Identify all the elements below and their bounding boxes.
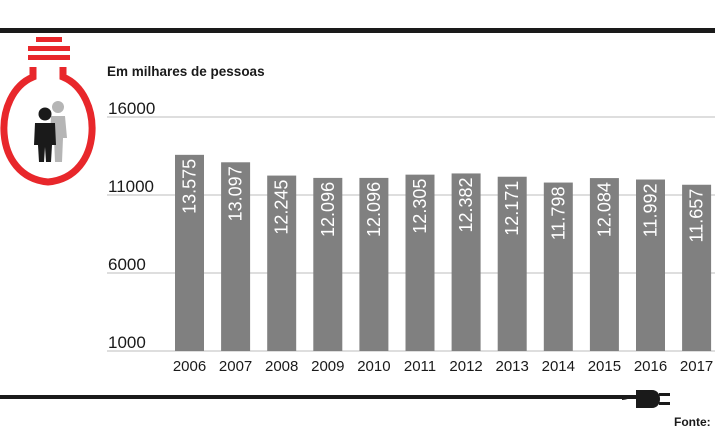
bar-value-label: 11.992: [641, 184, 661, 238]
bar: [359, 177, 389, 351]
x-tick-label: 2011: [404, 358, 436, 375]
y-tick-label: 11000: [108, 177, 154, 196]
y-tick-label: 6000: [108, 255, 146, 274]
bar-value-label: 12.096: [364, 182, 384, 237]
bar: [451, 173, 481, 351]
y-tick-label: 16000: [108, 99, 155, 118]
bar: [543, 182, 573, 351]
bar-value-label: 12.382: [456, 177, 476, 232]
bar-value-label: 12.084: [594, 182, 614, 237]
bar-value-label: 12.171: [502, 181, 522, 236]
bar: [267, 175, 297, 351]
plug-icon: [622, 390, 670, 408]
bar-value-label: 12.305: [410, 179, 430, 234]
bar: [589, 178, 619, 351]
x-tick-label: 2012: [449, 358, 482, 375]
x-tick-label: 2017: [680, 358, 713, 375]
x-tick-label: 2016: [634, 358, 667, 375]
bar: [497, 176, 527, 351]
x-tick-label: 2006: [173, 358, 206, 375]
x-tick-label: 2009: [311, 358, 344, 375]
bar-value-label: 11.798: [548, 187, 568, 241]
bar: [221, 162, 251, 351]
bar-value-label: 13.575: [180, 159, 200, 214]
bar: [682, 184, 712, 351]
x-tick-label: 2008: [265, 358, 298, 375]
chart-subtitle: Em milhares de pessoas: [107, 64, 265, 79]
x-tick-label: 2013: [496, 358, 529, 375]
x-tick-label: 2014: [542, 358, 575, 375]
top-rule: [0, 28, 715, 33]
bar-value-label: 12.245: [272, 180, 292, 235]
bar-value-label: 12.096: [318, 182, 338, 237]
people-icon: [34, 101, 67, 162]
lightbulb-icon: [0, 37, 96, 186]
bar-chart: 1000 6000 11000 16000 13.575 2006 13.097 2007 12…: [107, 99, 715, 375]
bottom-rule: [0, 395, 640, 399]
bar: [175, 154, 204, 351]
source-label: Fonte:: [674, 415, 711, 429]
y-tick-label: 1000: [108, 333, 146, 352]
bar: [405, 174, 435, 351]
bar-value-label: 13.097: [226, 166, 246, 221]
x-tick-label: 2007: [219, 358, 252, 375]
x-tick-label: 2015: [588, 358, 621, 375]
bar: [313, 177, 343, 351]
bar: [636, 179, 665, 351]
bar-value-label: 11.657: [687, 189, 707, 243]
x-tick-label: 2010: [357, 358, 390, 375]
